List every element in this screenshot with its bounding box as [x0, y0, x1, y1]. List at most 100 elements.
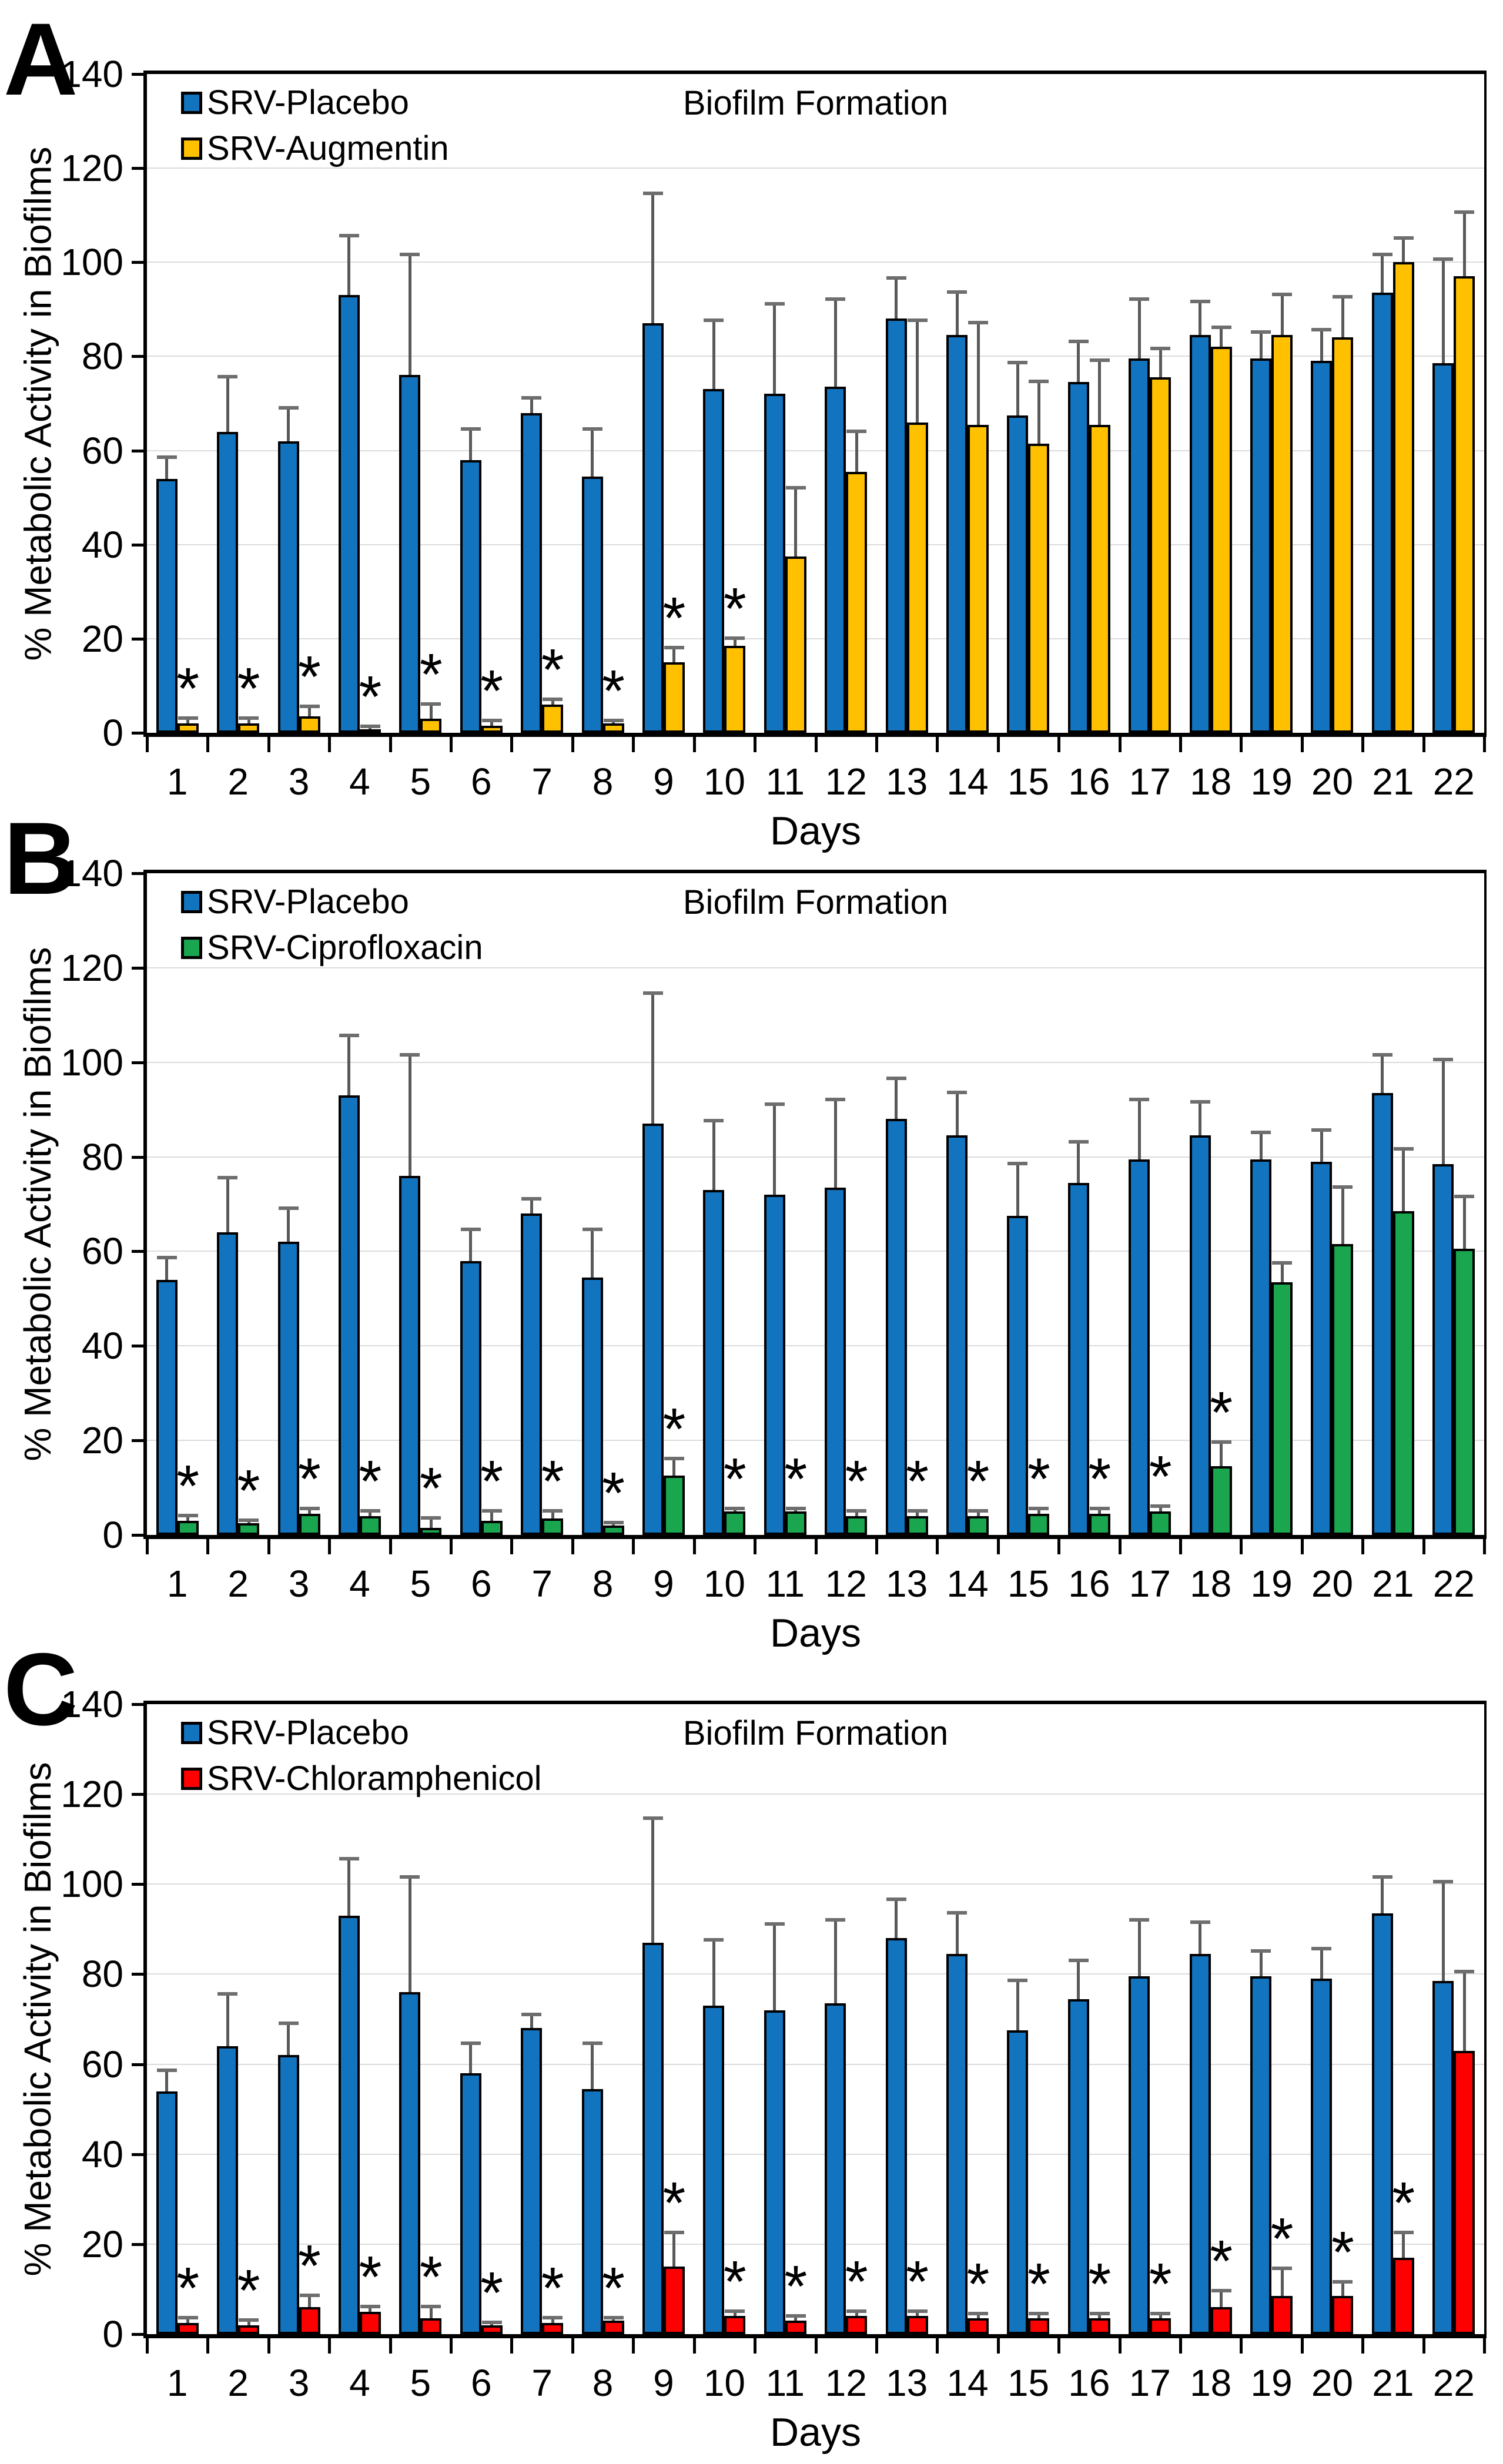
- x-axis-tick: [267, 737, 270, 752]
- error-bar: [308, 2294, 312, 2311]
- x-axis-tick: [875, 1539, 878, 1554]
- bar-srv-placebo-day-6: [460, 2073, 481, 2334]
- error-bar: [1016, 1161, 1019, 1220]
- x-axis-tick-label: 9: [653, 2362, 674, 2404]
- x-axis-tick: [1422, 2338, 1425, 2354]
- error-bar: [1077, 340, 1080, 386]
- gridline-y100: [147, 1883, 1484, 1885]
- bar-srv-placebo-day-18: [1189, 1135, 1211, 1535]
- bar-srv-chloramphenicol-day-7: [542, 2322, 564, 2334]
- bar-srv-augmentin-day-13: [906, 422, 928, 733]
- bar-srv-augmentin-day-1: [177, 723, 199, 733]
- x-axis-tick-label: 17: [1129, 1563, 1171, 1605]
- bar-srv-placebo-day-19: [1250, 1159, 1272, 1535]
- y-axis-tick-label: 100: [61, 241, 123, 284]
- x-axis-tick-label: 20: [1311, 760, 1354, 803]
- x-axis-tick: [510, 1539, 514, 1554]
- significance-asterisk-day-10: *: [723, 1446, 747, 1512]
- error-bar-cap: [460, 2041, 481, 2046]
- significance-asterisk-day-15: *: [1027, 2251, 1050, 2317]
- gridline-y40: [147, 2153, 1484, 2155]
- y-axis-tick-label: 140: [61, 852, 123, 894]
- error-bar-cap: [156, 455, 177, 459]
- legend-label: SRV-Placebo: [207, 1714, 409, 1752]
- x-axis-tick-label: 6: [470, 760, 492, 803]
- significance-asterisk-day-7: *: [541, 636, 564, 703]
- error-bar: [287, 405, 290, 445]
- bar-srv-placebo-day-4: [338, 1095, 360, 1535]
- error-bar-cap: [178, 1513, 198, 1517]
- error-bar: [773, 1102, 776, 1198]
- gridline-y60: [147, 1251, 1484, 1252]
- error-bar-cap: [1150, 1504, 1171, 1508]
- x-axis-tick: [1179, 1539, 1182, 1554]
- significance-asterisk-day-5: *: [419, 1455, 443, 1521]
- x-axis-tick: [1057, 2338, 1061, 2354]
- bar-srv-chloramphenicol-day-8: [602, 2321, 624, 2334]
- bar-srv-placebo-day-5: [399, 1175, 421, 1535]
- error-bar-cap: [1150, 2311, 1171, 2315]
- error-bar: [1098, 2311, 1102, 2322]
- x-axis-title: Days: [770, 809, 861, 853]
- significance-asterisk-day-18: *: [1210, 2228, 1233, 2295]
- gridline-y80: [147, 1973, 1484, 1975]
- error-bar: [1462, 210, 1466, 280]
- error-bar: [186, 1513, 190, 1524]
- error-bar: [429, 2305, 433, 2322]
- bar-srv-placebo-day-19: [1250, 1976, 1272, 2334]
- x-axis-tick-label: 16: [1068, 2362, 1110, 2404]
- error-bar-cap: [1129, 1917, 1150, 1922]
- x-axis-tick-label: 17: [1129, 2362, 1171, 2404]
- bar-srv-placebo-day-10: [703, 2006, 725, 2334]
- x-axis-tick: [936, 2338, 939, 2354]
- error-bar: [1320, 1947, 1323, 1983]
- x-axis-tick: [1483, 1539, 1486, 1554]
- error-bar-cap: [1333, 295, 1353, 299]
- significance-asterisk-day-6: *: [480, 658, 504, 724]
- x-axis-tick-label: 20: [1311, 1563, 1354, 1605]
- y-axis-tick: [132, 449, 147, 452]
- error-bar-cap: [582, 1228, 602, 1232]
- legend-swatch-treatment: [181, 1768, 202, 1790]
- bar-srv-chloramphenicol-day-6: [481, 2325, 503, 2334]
- error-bar-cap: [481, 2321, 502, 2325]
- bar-srv-chloramphenicol-day-15: [1028, 2318, 1050, 2334]
- error-bar: [833, 1917, 837, 2007]
- error-bar-cap: [1333, 1185, 1353, 1189]
- x-axis-tick: [328, 737, 332, 752]
- error-bar-cap: [582, 2041, 602, 2046]
- bar-srv-placebo-day-7: [521, 2028, 543, 2334]
- gridline-y20: [147, 638, 1484, 639]
- x-axis-tick: [632, 1539, 635, 1554]
- error-bar-cap: [299, 704, 320, 708]
- error-bar-cap: [543, 697, 563, 701]
- error-bar: [976, 1508, 980, 1520]
- bar-srv-ciprofloxacin-day-8: [602, 1525, 624, 1535]
- bar-srv-augmentin-day-20: [1332, 337, 1354, 733]
- x-axis-tick-label: 11: [765, 760, 805, 803]
- error-bar-cap: [481, 1508, 502, 1513]
- bar-srv-placebo-day-20: [1311, 361, 1333, 733]
- y-axis-tick: [132, 167, 147, 170]
- legend-swatch-placebo: [181, 891, 202, 913]
- x-axis-tick: [1361, 2338, 1365, 2354]
- error-bar-cap: [521, 1196, 542, 1201]
- y-axis-tick-label: 120: [61, 147, 123, 190]
- significance-asterisk-day-9: *: [662, 2170, 686, 2236]
- error-bar-cap: [785, 2314, 806, 2318]
- x-axis-tick: [1118, 1539, 1122, 1554]
- error-bar-cap: [217, 1175, 238, 1179]
- error-bar: [712, 1119, 715, 1194]
- y-axis-tick: [132, 543, 147, 547]
- error-bar-cap: [907, 1508, 928, 1513]
- error-bar: [1098, 358, 1102, 428]
- error-bar-cap: [603, 718, 624, 722]
- plot-area: [143, 1701, 1487, 2338]
- significance-asterisk-day-2: *: [237, 655, 260, 722]
- error-bar: [530, 396, 533, 417]
- error-bar: [612, 2316, 615, 2325]
- significance-asterisk-day-4: *: [359, 664, 382, 730]
- x-axis-tick: [1179, 737, 1182, 752]
- x-axis-tick-label: 12: [825, 2362, 867, 2404]
- error-bar-cap: [1272, 2267, 1293, 2271]
